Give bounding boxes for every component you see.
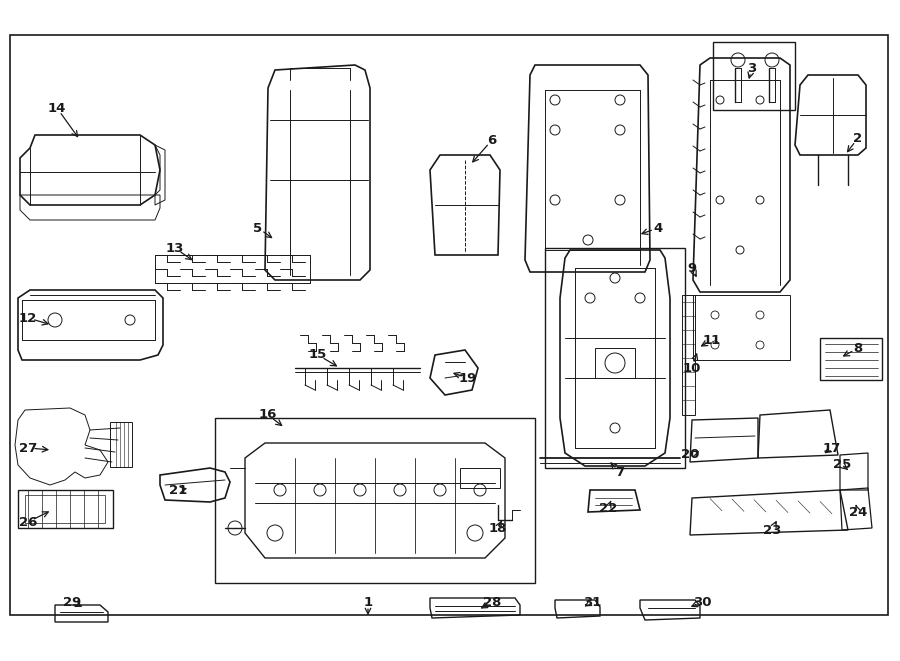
Text: 26: 26	[19, 516, 37, 529]
Text: 14: 14	[48, 102, 67, 114]
Bar	[595, 348, 635, 378]
Bar	[18, 490, 113, 528]
Text: 18: 18	[489, 522, 508, 535]
Bar	[215, 418, 535, 583]
Text: 6: 6	[488, 134, 497, 147]
Text: 22: 22	[598, 502, 617, 514]
Text: 8: 8	[853, 342, 862, 354]
Bar	[10, 35, 888, 615]
Text: 1: 1	[364, 596, 373, 609]
Bar	[820, 338, 882, 380]
Text: 4: 4	[653, 221, 662, 235]
Text: 7: 7	[616, 465, 625, 479]
Text: 12: 12	[19, 311, 37, 325]
Text: 16: 16	[259, 408, 277, 422]
Text: 10: 10	[683, 362, 701, 375]
Text: 21: 21	[169, 483, 187, 496]
Bar	[713, 42, 795, 110]
Text: 29: 29	[63, 596, 81, 609]
Text: 11: 11	[703, 334, 721, 346]
Text: 28: 28	[482, 596, 501, 609]
Bar	[545, 248, 685, 468]
Text: 2: 2	[853, 132, 862, 145]
Bar	[460, 468, 500, 488]
Text: 31: 31	[583, 596, 601, 609]
Text: 19: 19	[459, 371, 477, 385]
Text: 23: 23	[763, 524, 781, 537]
Text: 24: 24	[849, 506, 868, 518]
Text: 20: 20	[680, 449, 699, 461]
Text: 3: 3	[747, 61, 757, 75]
Text: 15: 15	[309, 348, 327, 362]
Text: 5: 5	[254, 221, 263, 235]
Text: 27: 27	[19, 442, 37, 455]
Text: 25: 25	[832, 459, 851, 471]
Text: 30: 30	[693, 596, 711, 609]
Text: 17: 17	[823, 442, 842, 455]
Text: 9: 9	[688, 262, 697, 274]
Bar	[25, 495, 105, 523]
Text: 13: 13	[166, 241, 184, 254]
Bar	[110, 422, 132, 467]
